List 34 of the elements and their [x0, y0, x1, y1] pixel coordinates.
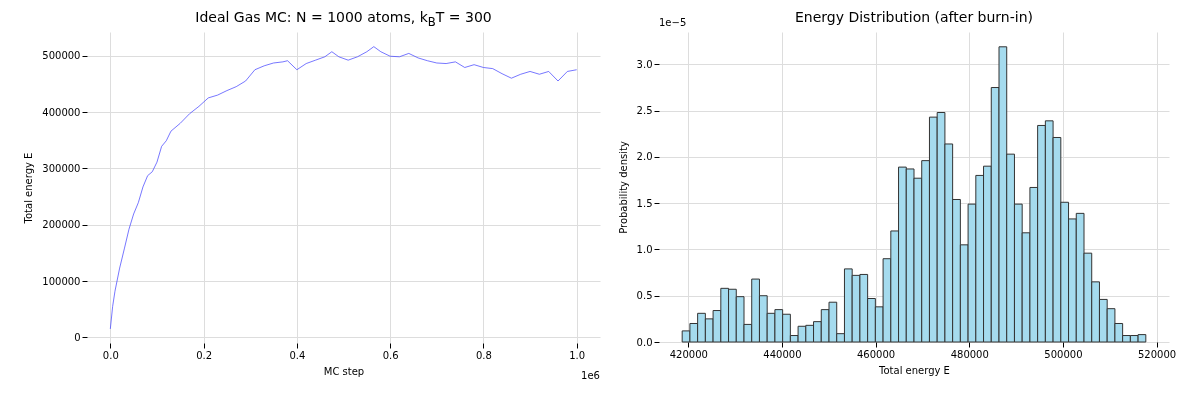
- x-tick-label: 0.6: [382, 349, 399, 361]
- x-tick-label: 0.2: [196, 349, 213, 361]
- y-tick-label: 2.5: [636, 105, 653, 117]
- y-tick-label: 100000: [42, 275, 81, 287]
- x-tick-label: 1.0: [569, 349, 586, 361]
- x-tick-label: 480000: [950, 348, 989, 360]
- x-axis-title: MC step: [323, 365, 365, 377]
- text: 1e6: [581, 370, 600, 381]
- x-tick-label: 500000: [1044, 348, 1083, 360]
- x-tick-label: 420000: [669, 348, 708, 360]
- x-tick-label: 440000: [763, 348, 802, 360]
- y-axis-title: Total energy E: [23, 152, 35, 225]
- y-tick-label: 1.5: [636, 197, 653, 209]
- y-tick-label: 2.0: [636, 151, 653, 163]
- y-tick-label: 0.0: [636, 336, 653, 348]
- y-tick-label: 300000: [42, 162, 81, 174]
- x-tick-label: 460000: [857, 348, 896, 360]
- x-axis-title: Total energy E: [878, 364, 950, 376]
- x-tick-label: 520000: [1138, 348, 1177, 360]
- y-tick-label: 0.5: [636, 290, 653, 302]
- chart-title: Energy Distribution (after burn-in): [794, 9, 1034, 25]
- x-tick-label: 0.8: [475, 349, 492, 361]
- y-tick-label: 1.0: [636, 243, 653, 255]
- text: 1e−5: [659, 17, 687, 28]
- chart-title: Ideal Gas MC: N = 1000 atoms, k$_{B}$T = 300: [194, 9, 493, 29]
- y-axis-title: Probability density: [617, 141, 629, 234]
- x-tick-label: 0.0: [102, 349, 119, 361]
- y-tick-label: 3.0: [636, 58, 653, 70]
- y-tick-label: 0: [74, 331, 81, 343]
- line-series: [109, 46, 578, 330]
- y-tick-label: 500000: [42, 50, 81, 62]
- y-tick-label: 400000: [42, 106, 81, 118]
- y-tick-label: 200000: [42, 219, 81, 231]
- x-tick-label: 0.4: [289, 349, 306, 361]
